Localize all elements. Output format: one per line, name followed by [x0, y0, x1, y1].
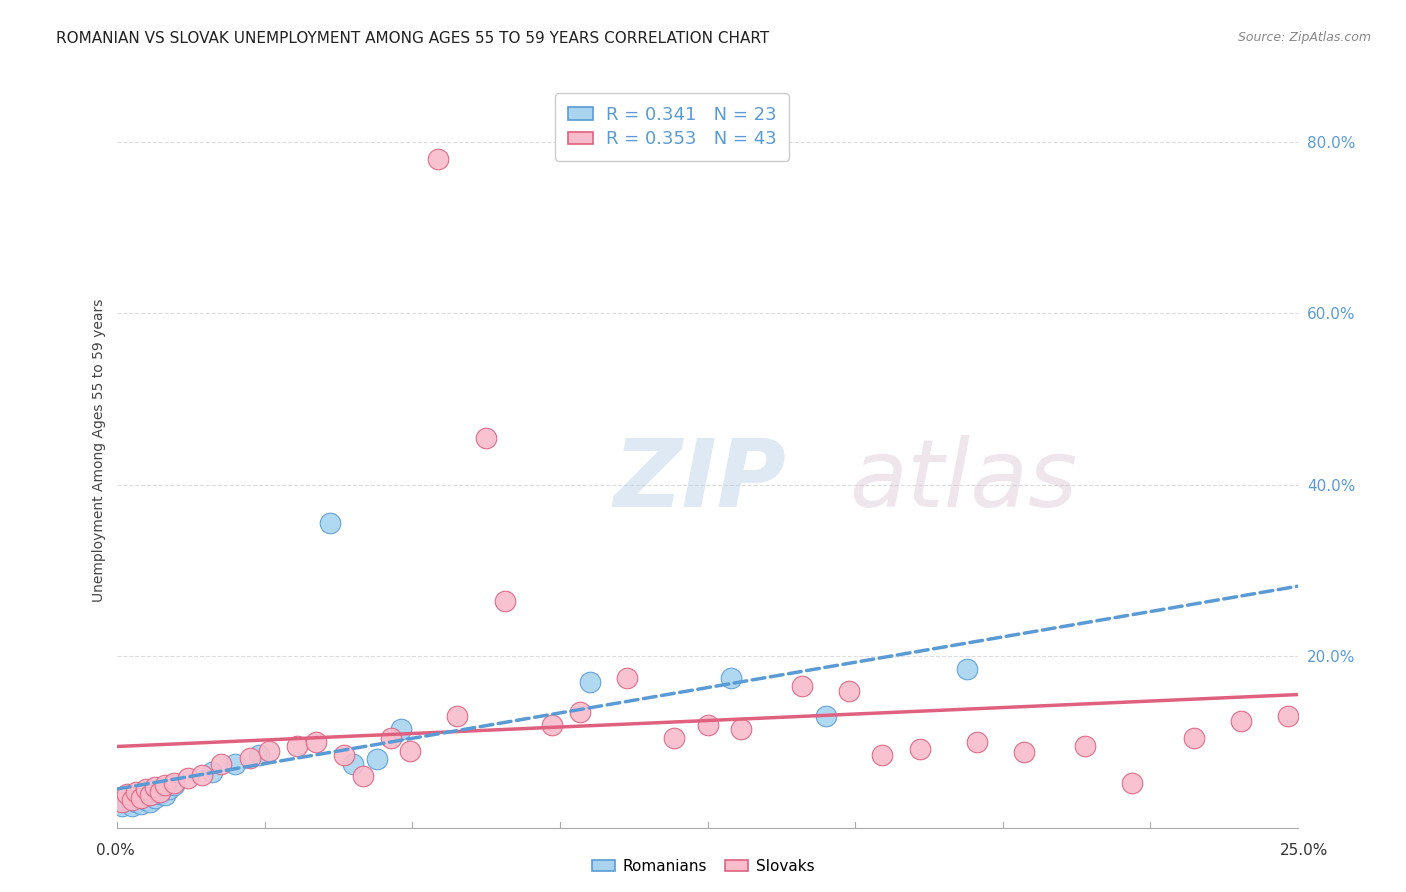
Point	[111, 799, 134, 814]
Point	[838, 683, 860, 698]
Point	[380, 731, 402, 745]
Point	[224, 756, 246, 771]
Point	[153, 789, 176, 803]
Point	[790, 679, 813, 693]
Point	[247, 747, 270, 762]
Point	[730, 723, 752, 737]
Point	[814, 709, 837, 723]
Text: Source: ZipAtlas.com: Source: ZipAtlas.com	[1237, 31, 1371, 45]
Point	[1121, 776, 1143, 790]
Text: 0.0%: 0.0%	[96, 843, 135, 858]
Point	[870, 747, 893, 762]
Point	[201, 765, 224, 780]
Point	[1182, 731, 1205, 745]
Legend: R = 0.341   N = 23, R = 0.353   N = 43: R = 0.341 N = 23, R = 0.353 N = 43	[555, 94, 789, 161]
Point	[115, 787, 138, 801]
Point	[125, 795, 148, 809]
Point	[1012, 746, 1035, 760]
Point	[177, 771, 200, 785]
Point	[305, 735, 328, 749]
Point	[143, 780, 166, 794]
Point	[115, 795, 138, 809]
Point	[366, 752, 388, 766]
Point	[956, 662, 979, 676]
Point	[129, 791, 152, 805]
Point	[163, 778, 186, 792]
Point	[149, 785, 172, 799]
Point	[239, 750, 262, 764]
Point	[1277, 709, 1299, 723]
Point	[149, 787, 172, 801]
Point	[446, 709, 468, 723]
Point	[494, 593, 516, 607]
Point	[1230, 714, 1253, 728]
Point	[352, 769, 374, 783]
Point	[333, 747, 356, 762]
Point	[427, 152, 450, 166]
Point	[664, 731, 686, 745]
Point	[139, 795, 162, 809]
Point	[342, 756, 364, 771]
Point	[389, 723, 412, 737]
Point	[135, 782, 157, 797]
Point	[1074, 739, 1097, 754]
Point	[129, 797, 152, 811]
Text: atlas: atlas	[849, 435, 1077, 526]
Point	[111, 795, 134, 809]
Point	[908, 742, 931, 756]
Point	[143, 791, 166, 805]
Point	[696, 718, 718, 732]
Point	[616, 671, 638, 685]
Point	[121, 799, 143, 814]
Point	[157, 782, 180, 797]
Point	[285, 739, 308, 754]
Y-axis label: Unemployment Among Ages 55 to 59 years: Unemployment Among Ages 55 to 59 years	[93, 299, 107, 602]
Point	[163, 776, 186, 790]
Point	[125, 785, 148, 799]
Point	[139, 789, 162, 803]
Point	[720, 671, 742, 685]
Point	[966, 735, 988, 749]
Text: ROMANIAN VS SLOVAK UNEMPLOYMENT AMONG AGES 55 TO 59 YEARS CORRELATION CHART: ROMANIAN VS SLOVAK UNEMPLOYMENT AMONG AG…	[56, 31, 769, 46]
Point	[135, 793, 157, 807]
Point	[191, 768, 214, 782]
Point	[319, 516, 342, 531]
Text: ZIP: ZIP	[613, 434, 786, 526]
Point	[578, 675, 600, 690]
Point	[209, 756, 232, 771]
Point	[257, 744, 280, 758]
Point	[540, 718, 562, 732]
Point	[121, 793, 143, 807]
Legend: Romanians, Slovaks: Romanians, Slovaks	[586, 853, 820, 880]
Point	[399, 744, 422, 758]
Text: 25.0%: 25.0%	[1281, 843, 1329, 858]
Point	[153, 778, 176, 792]
Point	[569, 705, 592, 719]
Point	[474, 431, 496, 445]
